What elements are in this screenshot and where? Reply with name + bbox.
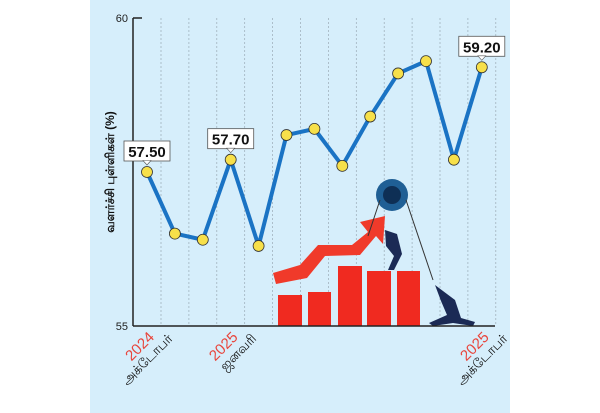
data-label-pointer xyxy=(477,55,487,61)
data-point xyxy=(420,55,432,68)
data-point xyxy=(280,129,293,141)
y-tick-label: 55 xyxy=(116,321,128,333)
data-point xyxy=(196,233,209,246)
data-point xyxy=(364,110,377,123)
data-point xyxy=(336,159,349,172)
y-tick-label: 60 xyxy=(116,13,128,25)
y-axis-label: வளர்ச்சி புள்ளிகள் (%) xyxy=(103,111,117,232)
data-label: 57.70 xyxy=(212,132,250,149)
data-point xyxy=(252,240,265,252)
data-label: 59.20 xyxy=(463,39,501,56)
series-line xyxy=(145,59,484,248)
data-label-pointer xyxy=(142,160,152,166)
data-point xyxy=(392,67,405,80)
growth-illustration xyxy=(273,179,475,326)
data-point xyxy=(224,153,237,166)
data-label: 57.50 xyxy=(128,144,166,161)
data-point xyxy=(447,153,460,166)
data-point xyxy=(168,227,181,240)
data-label-pointer xyxy=(226,147,236,154)
data-point xyxy=(308,122,321,135)
data-point xyxy=(475,61,488,74)
data-point xyxy=(141,166,153,178)
